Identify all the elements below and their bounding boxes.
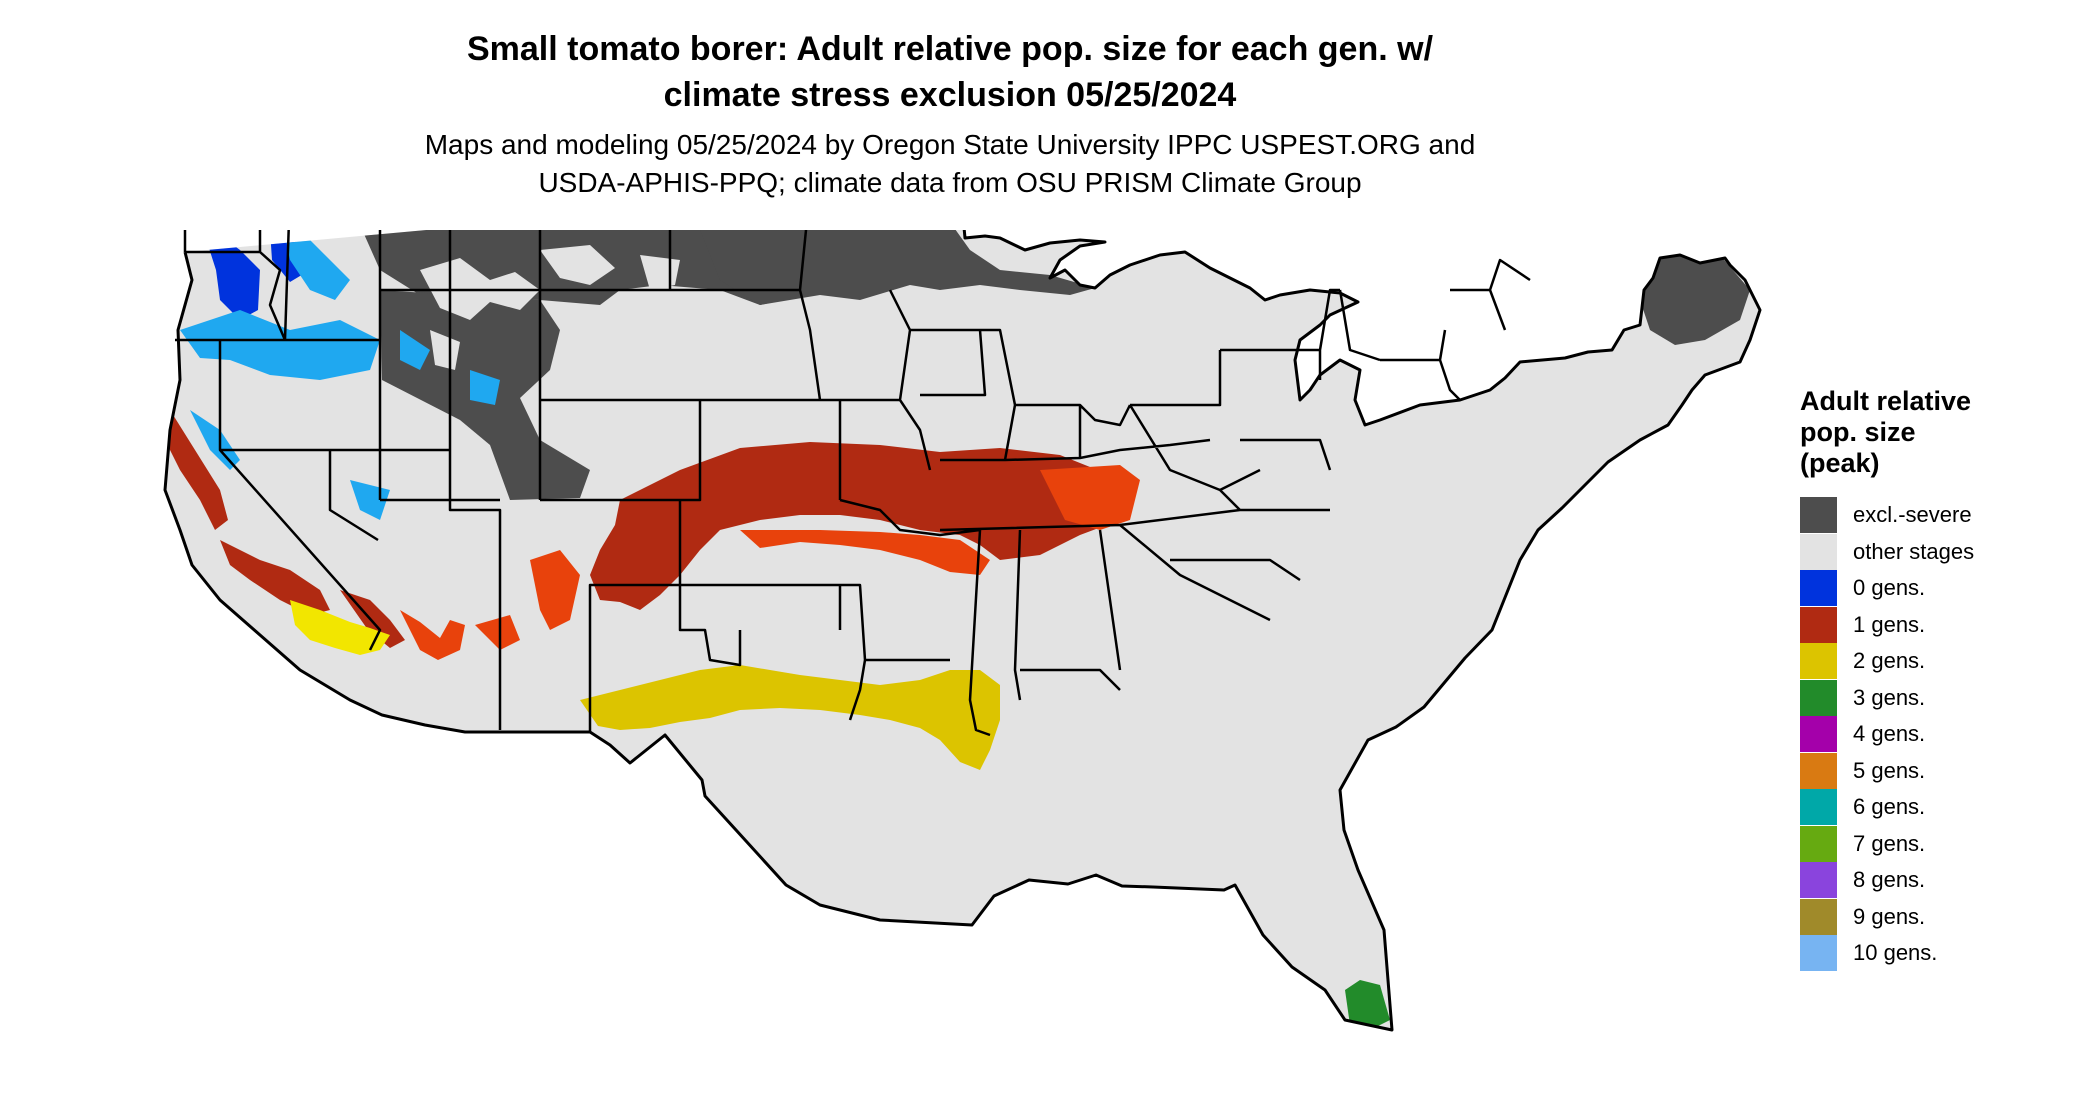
legend-item: 7 gens. xyxy=(1800,825,2090,863)
map-subtitle: Maps and modeling 05/25/2024 by Oregon S… xyxy=(0,126,1900,202)
legend-title-line-1: Adult relative xyxy=(1800,386,1972,416)
legend-label: excl.-severe xyxy=(1853,502,1972,528)
interior-state-lines xyxy=(175,230,1531,737)
legend-label: 8 gens. xyxy=(1853,867,1926,893)
state-borders xyxy=(163,230,1762,1032)
zero-gen-sierra xyxy=(190,410,390,520)
legend-item: 9 gens. xyxy=(1800,898,2090,936)
subtitle-line-1: Maps and modeling 05/25/2024 by Oregon S… xyxy=(424,129,1476,160)
legend-items: excl.-severe other stages 0 gens. 1 gens. 2 … xyxy=(1800,497,2090,972)
national-outline xyxy=(163,230,1762,1032)
legend-swatch xyxy=(1800,679,1837,716)
legend-item: excl.-severe xyxy=(1800,497,2090,534)
map-title: Small tomato borer: Adult relative pop. … xyxy=(0,26,1900,118)
one-gen-band-east xyxy=(590,442,1120,610)
legend-item: other stages xyxy=(1800,533,2090,571)
legend-swatch xyxy=(1800,752,1837,789)
legend-swatch xyxy=(1800,497,1837,534)
legend-label: 7 gens. xyxy=(1853,830,1926,856)
legend-swatch xyxy=(1800,716,1837,753)
two-gen-desert xyxy=(290,600,390,655)
legend-title: Adult relative pop. size (peak) xyxy=(1800,386,2090,479)
zero-gen-northwest-light xyxy=(180,230,500,405)
one-gen-arizona xyxy=(400,610,465,660)
excluded-minnesota-region xyxy=(680,230,1095,305)
legend-label: 0 gens. xyxy=(1853,575,1926,601)
legend-label: other stages xyxy=(1853,538,1975,564)
legend-title-line-3: (peak) xyxy=(1800,448,1880,478)
legend-swatch xyxy=(1800,935,1837,972)
legend-label: 2 gens. xyxy=(1853,648,1926,674)
us-map xyxy=(163,230,1762,1032)
legend-item: 1 gens. xyxy=(1800,606,2090,644)
two-gen-gulf xyxy=(580,665,1000,770)
map-regions xyxy=(165,230,1750,1030)
legend-swatch xyxy=(1800,606,1837,643)
legend-swatch xyxy=(1800,570,1837,607)
map-legend: Adult relative pop. size (peak) excl.-se… xyxy=(1800,386,2090,972)
legend-label: 4 gens. xyxy=(1853,721,1926,747)
legend-title-line-2: pop. size xyxy=(1800,417,1916,447)
legend-item: 8 gens. xyxy=(1800,862,2090,899)
title-line-2: climate stress exclusion 05/25/2024 xyxy=(663,76,1237,114)
one-gen-band-edges xyxy=(475,465,1140,650)
legend-item: 0 gens. xyxy=(1800,570,2090,607)
legend-item: 6 gens. xyxy=(1800,789,2090,826)
legend-label: 5 gens. xyxy=(1853,757,1926,783)
three-gen-south-florida xyxy=(1345,980,1390,1030)
legend-item: 10 gens. xyxy=(1800,935,2090,972)
legend-swatch xyxy=(1800,533,1837,570)
legend-label: 9 gens. xyxy=(1853,903,1926,929)
legend-item: 4 gens. xyxy=(1800,716,2090,753)
excluded-maine-region xyxy=(1640,245,1750,345)
one-gen-california xyxy=(165,400,405,648)
legend-item: 3 gens. xyxy=(1800,679,2090,717)
title-line-1: Small tomato borer: Adult relative pop. … xyxy=(466,30,1434,68)
legend-swatch xyxy=(1800,643,1837,680)
us-landmass xyxy=(165,230,1760,1030)
legend-label: 6 gens. xyxy=(1853,794,1926,820)
legend-swatch xyxy=(1800,825,1837,862)
montana-light-patches xyxy=(420,245,680,370)
legend-swatch xyxy=(1800,898,1837,935)
legend-label: 3 gens. xyxy=(1853,684,1926,710)
legend-label: 10 gens. xyxy=(1853,940,1938,966)
subtitle-line-2: USDA-APHIS-PPQ; climate data from OSU PR… xyxy=(538,167,1362,198)
legend-swatch xyxy=(1800,789,1837,826)
legend-item: 5 gens. xyxy=(1800,752,2090,790)
legend-label: 1 gens. xyxy=(1853,611,1926,637)
legend-swatch xyxy=(1800,862,1837,899)
legend-item: 2 gens. xyxy=(1800,643,2090,680)
